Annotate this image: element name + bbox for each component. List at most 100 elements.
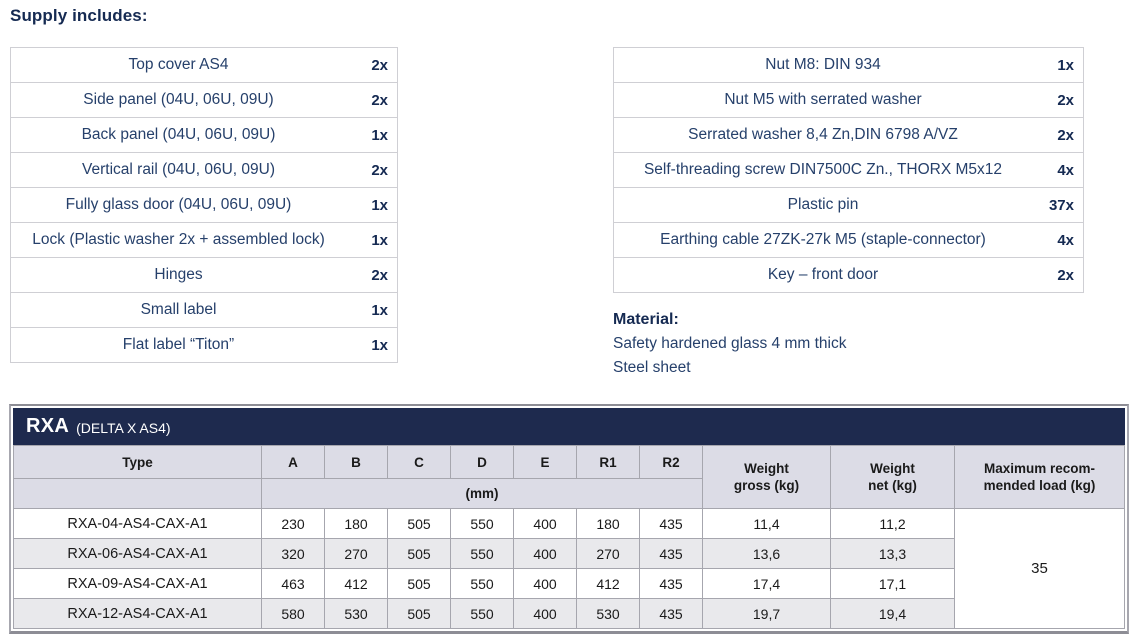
- cell-a: 320: [261, 538, 325, 569]
- supply-item-label: Self-threading screw DIN7500C Zn., THORX…: [643, 161, 1003, 178]
- supply-item-label: Vertical rail (04U, 06U, 09U): [82, 161, 275, 178]
- col-header-d: D: [450, 445, 514, 479]
- supply-item-qty: 1x: [371, 336, 388, 354]
- page-title: Supply includes:: [10, 6, 148, 25]
- supply-row: Vertical rail (04U, 06U, 09U) 2x: [11, 153, 397, 188]
- supply-item-qty: 2x: [371, 91, 388, 109]
- cell-weight-net: 13,3: [830, 538, 955, 569]
- cell-r2: 435: [639, 568, 703, 599]
- cell-r1: 180: [576, 508, 640, 539]
- supply-row: Hinges 2x: [11, 258, 397, 293]
- supply-item-qty: 2x: [371, 161, 388, 179]
- col-header-max-load: Maximum recom- mended load (kg): [954, 445, 1125, 509]
- supply-item-qty: 37x: [1048, 196, 1074, 214]
- col-header-r2: R2: [639, 445, 703, 479]
- cell-b: 180: [324, 508, 388, 539]
- cell-d: 550: [450, 598, 514, 629]
- supply-item-label: Fully glass door (04U, 06U, 09U): [65, 196, 292, 213]
- supply-item-qty: 2x: [371, 266, 388, 284]
- supply-item-label: Side panel (04U, 06U, 09U): [83, 91, 274, 108]
- supply-item-label: Plastic pin: [787, 196, 859, 213]
- cell-weight-gross: 13,6: [702, 538, 831, 569]
- cell-r1: 412: [576, 568, 640, 599]
- supply-row: Nut M8: DIN 934 1x: [614, 48, 1083, 83]
- cell-e: 400: [513, 508, 577, 539]
- cell-weight-gross: 19,7: [702, 598, 831, 629]
- spec-unit-spacer: [13, 478, 262, 509]
- material-line: Steel sheet: [613, 359, 691, 376]
- supply-table-right: Nut M8: DIN 934 1x Nut M5 with serrated …: [613, 47, 1084, 293]
- cell-r2: 435: [639, 538, 703, 569]
- col-header-e: E: [513, 445, 577, 479]
- supply-row: Back panel (04U, 06U, 09U) 1x: [11, 118, 397, 153]
- col-header-weight-net: Weight net (kg): [830, 445, 955, 509]
- supply-item-qty: 1x: [371, 231, 388, 249]
- spec-unit-label: (mm): [261, 478, 703, 509]
- supply-row: Serrated washer 8,4 Zn,DIN 6798 A/VZ 2x: [614, 118, 1083, 153]
- material-line: Safety hardened glass 4 mm thick: [613, 335, 847, 352]
- material-section: Material: Safety hardened glass 4 mm thi…: [613, 311, 846, 380]
- cell-weight-gross: 17,4: [702, 568, 831, 599]
- spec-header-row: Type A B C D E R1 R2 Weight gross (kg) W…: [13, 445, 1125, 509]
- cell-a: 580: [261, 598, 325, 629]
- cell-d: 550: [450, 568, 514, 599]
- cell-b: 530: [324, 598, 388, 629]
- supply-item-label: Key – front door: [767, 266, 879, 283]
- cell-weight-net: 19,4: [830, 598, 955, 629]
- supply-item-label: Earthing cable 27ZK-27k M5 (staple-conne…: [660, 231, 986, 248]
- supply-row: Side panel (04U, 06U, 09U) 2x: [11, 83, 397, 118]
- cell-c: 505: [387, 538, 451, 569]
- spec-data-row: RXA-12-AS4-CAX-A1 580 530 505 550 400 53…: [13, 598, 1125, 629]
- supply-item-label: Small label: [140, 301, 217, 318]
- supply-item-label: Hinges: [154, 266, 203, 283]
- supply-item-qty: 1x: [371, 126, 388, 144]
- supply-item-qty: 4x: [1057, 231, 1074, 249]
- spec-table-block: RXA (DELTA X AS4) Type A B C D E R1 R2 W…: [9, 404, 1129, 634]
- cell-e: 400: [513, 568, 577, 599]
- supply-item-qty: 4x: [1057, 161, 1074, 179]
- spec-table: Type A B C D E R1 R2 Weight gross (kg) W…: [13, 445, 1125, 629]
- cell-r2: 435: [639, 598, 703, 629]
- cell-r2: 435: [639, 508, 703, 539]
- cell-c: 505: [387, 598, 451, 629]
- cell-b: 270: [324, 538, 388, 569]
- cell-a: 463: [261, 568, 325, 599]
- supply-row: Small label 1x: [11, 293, 397, 328]
- cell-type: RXA-04-AS4-CAX-A1: [13, 508, 262, 539]
- supply-item-qty: 1x: [371, 196, 388, 214]
- supply-row: Lock (Plastic washer 2x + assembled lock…: [11, 223, 397, 258]
- supply-row: Self-threading screw DIN7500C Zn., THORX…: [614, 153, 1083, 188]
- cell-weight-net: 11,2: [830, 508, 955, 539]
- supply-row: Key – front door 2x: [614, 258, 1083, 292]
- spec-data-row: RXA-06-AS4-CAX-A1 320 270 505 550 400 27…: [13, 538, 1125, 569]
- supply-item-qty: 2x: [1057, 91, 1074, 109]
- supply-item-label: Back panel (04U, 06U, 09U): [81, 126, 276, 143]
- col-header-a: A: [261, 445, 325, 479]
- supply-row: Plastic pin 37x: [614, 188, 1083, 223]
- cell-e: 400: [513, 538, 577, 569]
- col-header-c: C: [387, 445, 451, 479]
- supply-item-label: Flat label “Titon”: [122, 336, 235, 353]
- cell-weight-gross: 11,4: [702, 508, 831, 539]
- spec-series-subtitle: (DELTA X AS4): [76, 419, 171, 436]
- col-header-type: Type: [13, 445, 262, 479]
- col-header-r1: R1: [576, 445, 640, 479]
- spec-title-bar: RXA (DELTA X AS4): [13, 408, 1125, 445]
- supply-item-label: Nut M5 with serrated washer: [724, 91, 922, 108]
- cell-max-load: 35: [954, 508, 1125, 629]
- cell-d: 550: [450, 538, 514, 569]
- cell-r1: 270: [576, 538, 640, 569]
- cell-b: 412: [324, 568, 388, 599]
- supply-item-qty: 2x: [371, 56, 388, 74]
- cell-d: 550: [450, 508, 514, 539]
- col-header-weight-gross: Weight gross (kg): [702, 445, 831, 509]
- cell-type: RXA-06-AS4-CAX-A1: [13, 538, 262, 569]
- cell-c: 505: [387, 508, 451, 539]
- material-heading: Material:: [613, 311, 679, 328]
- supply-item-qty: 2x: [1057, 126, 1074, 144]
- supply-row: Flat label “Titon” 1x: [11, 328, 397, 362]
- supply-row: Earthing cable 27ZK-27k M5 (staple-conne…: [614, 223, 1083, 258]
- spec-series-title: RXA: [26, 415, 70, 437]
- supply-item-qty: 2x: [1057, 266, 1074, 284]
- cell-r1: 530: [576, 598, 640, 629]
